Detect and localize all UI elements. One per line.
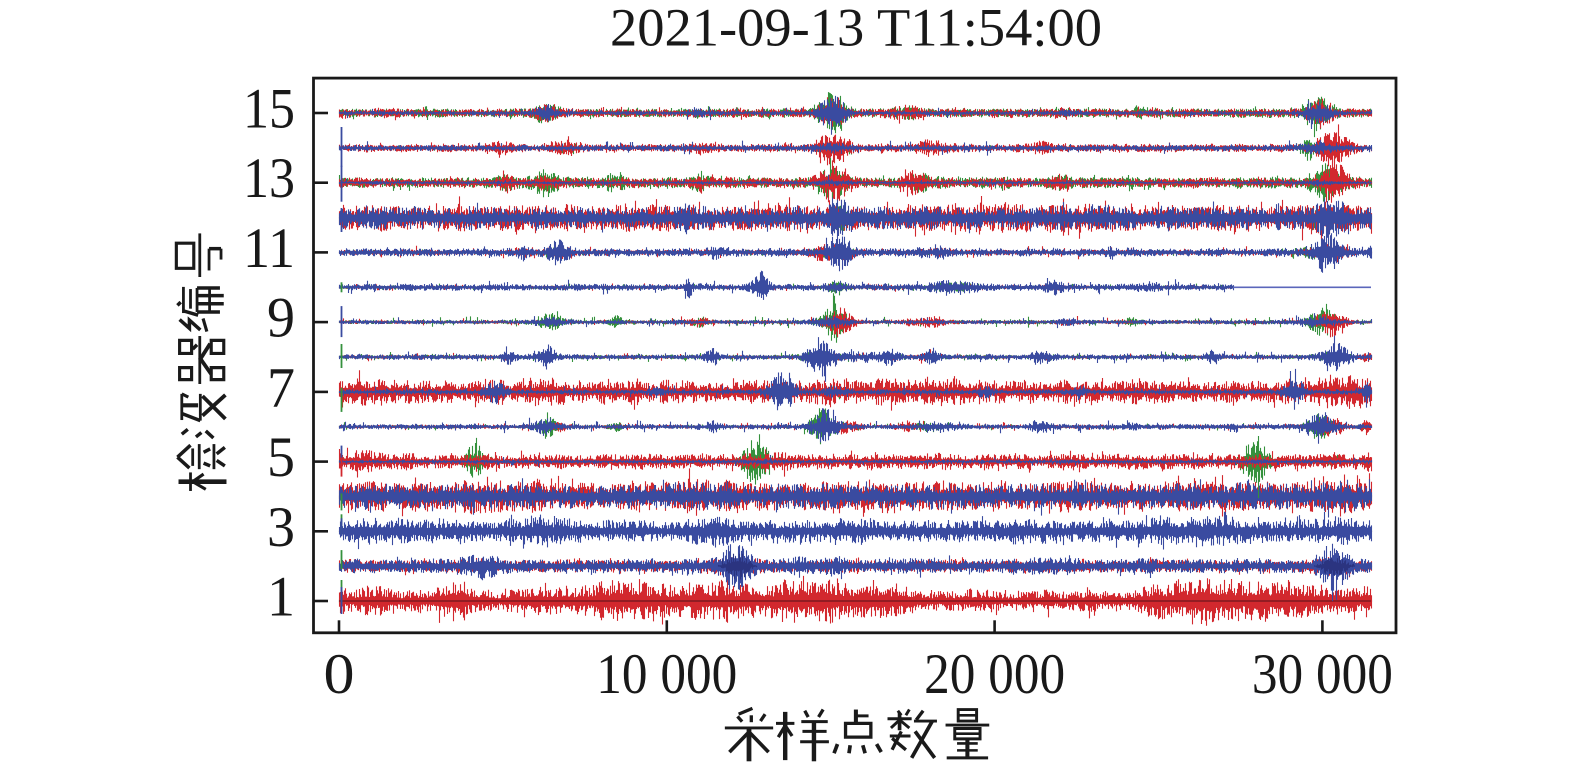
svg-text:0: 0 xyxy=(324,643,355,706)
svg-text:1: 1 xyxy=(267,566,295,629)
svg-text:15: 15 xyxy=(243,78,295,141)
svg-text:7: 7 xyxy=(267,356,295,419)
svg-text:3: 3 xyxy=(267,496,295,559)
svg-text:9: 9 xyxy=(267,287,295,350)
svg-text:20 000: 20 000 xyxy=(924,643,1065,706)
svg-text:2021-09-13 T11:54:00: 2021-09-13 T11:54:00 xyxy=(610,0,1102,58)
svg-text:11: 11 xyxy=(243,217,295,280)
svg-text:13: 13 xyxy=(243,147,295,210)
svg-text:10 000: 10 000 xyxy=(596,643,737,706)
svg-text:30 000: 30 000 xyxy=(1252,643,1393,706)
svg-text:5: 5 xyxy=(267,426,295,489)
